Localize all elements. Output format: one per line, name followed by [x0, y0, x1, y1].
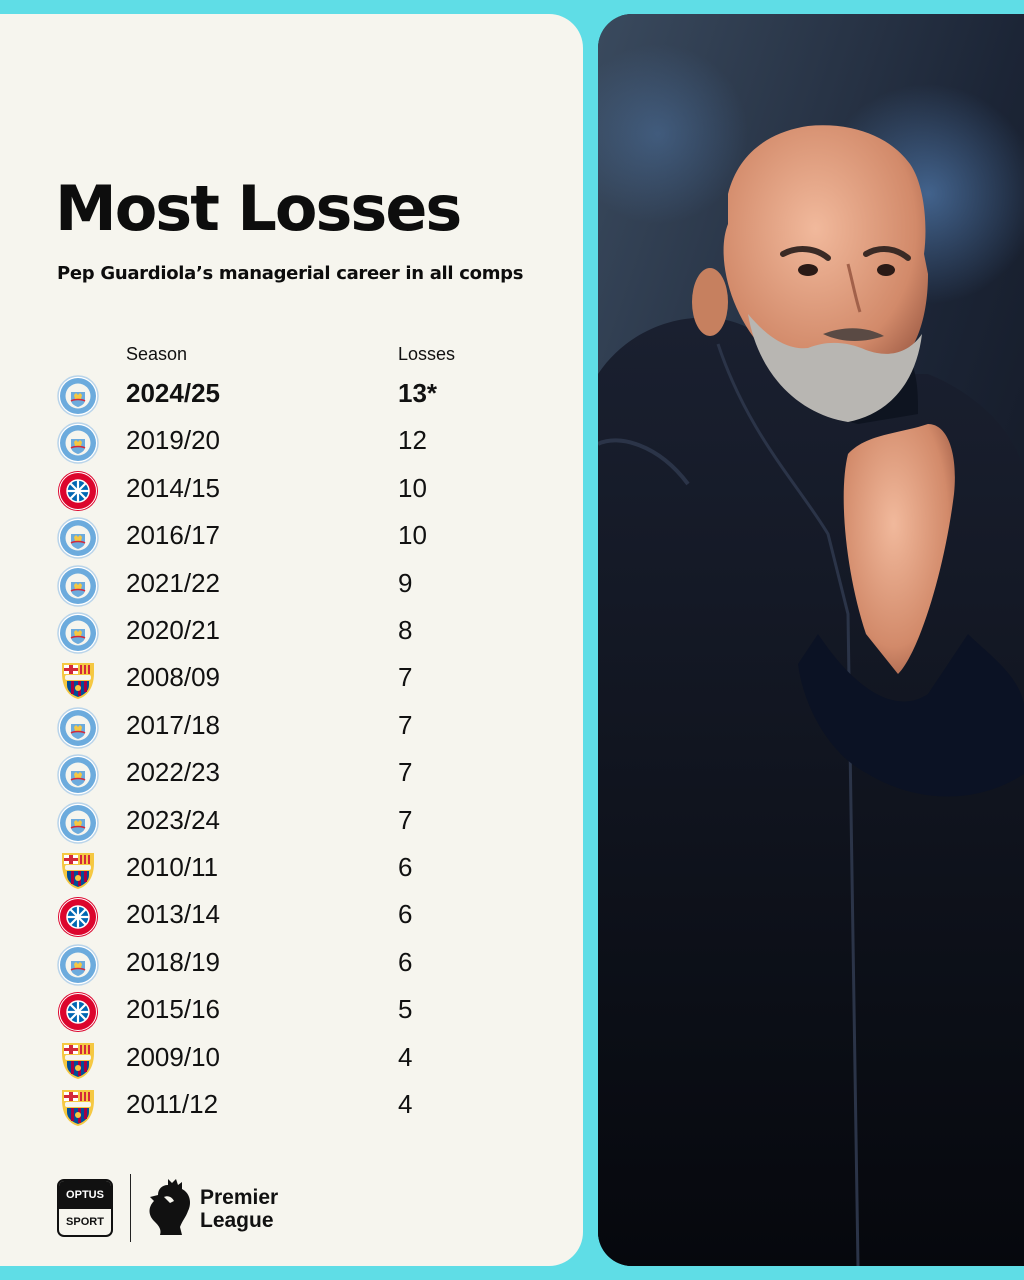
- losses-cell: 7: [398, 804, 413, 835]
- table-row: 2011/12 4: [0, 1084, 583, 1131]
- premier-league-lion-icon: [149, 1179, 190, 1235]
- season-cell: 2008/09: [126, 662, 220, 693]
- optus-logo-top-text: OPTUS: [59, 1181, 111, 1209]
- table-row: 2010/11 6: [0, 847, 583, 894]
- season-cell: 2023/24: [126, 804, 220, 835]
- losses-cell: 6: [398, 899, 413, 930]
- losses-cell: 7: [398, 757, 413, 788]
- barcelona-badge-icon: [62, 663, 94, 700]
- table-row: 2018/19 6: [0, 942, 583, 989]
- season-cell: 2018/19: [126, 946, 220, 977]
- season-cell: 2011/12: [126, 1089, 219, 1119]
- table-row: 2020/21 8: [0, 610, 583, 657]
- season-cell: 2021/22: [126, 567, 220, 598]
- table-row: 2016/17 10: [0, 515, 583, 562]
- pl-line1: Premier: [200, 1186, 279, 1209]
- table-row: 2015/16 5: [0, 989, 583, 1036]
- manchester-city-badge-icon: [57, 944, 99, 986]
- losses-cell: 6: [398, 852, 413, 882]
- manchester-city-badge-icon: [57, 422, 99, 465]
- season-cell: 2019/20: [126, 425, 220, 456]
- footer-divider: [130, 1174, 131, 1242]
- optus-sport-logo: OPTUS SPORT: [57, 1179, 113, 1237]
- barcelona-badge-icon: [62, 1042, 94, 1079]
- season-cell: 2014/15: [126, 472, 220, 503]
- season-cell: 2024/25: [126, 378, 220, 408]
- table-row: 2014/15 10: [0, 468, 583, 515]
- manchester-city-badge-icon: [57, 754, 99, 796]
- table-row: 2009/10 4: [0, 1037, 583, 1084]
- guardiola-photo-illustration: [598, 14, 1024, 1266]
- losses-cell: 13*: [398, 378, 438, 408]
- stats-card: Most Losses Pep Guardiola’s managerial c…: [0, 14, 583, 1266]
- season-cell: 2009/10: [126, 1041, 220, 1072]
- optus-logo-bottom-text: SPORT: [66, 1216, 104, 1228]
- manchester-city-badge-icon: [57, 517, 99, 559]
- losses-cell: 9: [398, 567, 413, 598]
- table-row: 2024/25 13*: [0, 373, 583, 420]
- manchester-city-badge-icon: [57, 375, 99, 417]
- page-title: Most Losses: [55, 172, 462, 245]
- season-cell: 2022/23: [126, 757, 220, 788]
- losses-cell: 4: [398, 1089, 413, 1119]
- table-row: 2019/20 12: [0, 420, 583, 467]
- barcelona-badge-icon: [62, 1090, 94, 1126]
- losses-cell: 7: [398, 662, 413, 693]
- manchester-city-badge-icon: [57, 707, 99, 749]
- season-cell: 2010/11: [126, 852, 219, 882]
- manchester-city-badge-icon: [57, 564, 99, 607]
- table-row: 2008/09 7: [0, 657, 583, 704]
- losses-cell: 4: [398, 1041, 413, 1072]
- table-row: 2017/18 7: [0, 705, 583, 752]
- losses-cell: 5: [398, 994, 413, 1025]
- barcelona-badge-icon: [62, 853, 94, 889]
- losses-cell: 10: [398, 520, 427, 551]
- table-row: 2013/14 6: [0, 894, 583, 941]
- losses-cell: 6: [398, 946, 413, 977]
- bayern-munchen-badge-icon: [58, 992, 98, 1033]
- season-cell: 2015/16: [126, 994, 220, 1025]
- season-cell: 2016/17: [126, 520, 220, 551]
- guardiola-photo: [598, 14, 1024, 1266]
- losses-column-header: Losses: [398, 344, 456, 364]
- pl-line2: League: [200, 1209, 274, 1232]
- premier-league-wordmark: Premier League: [200, 1186, 278, 1232]
- season-cell: 2020/21: [126, 615, 220, 645]
- table-row: 2021/22 9: [0, 563, 583, 610]
- season-column-header: Season: [126, 344, 188, 364]
- page-subtitle: Pep Guardiola’s managerial career in all…: [57, 263, 524, 284]
- season-cell: 2017/18: [126, 709, 220, 740]
- table-row: 2022/23 7: [0, 752, 583, 799]
- bayern-munchen-badge-icon: [58, 470, 98, 511]
- losses-cell: 12: [398, 425, 427, 456]
- table-row: 2023/24 7: [0, 800, 583, 847]
- losses-cell: 10: [398, 472, 427, 503]
- losses-cell: 7: [398, 709, 413, 740]
- bayern-munchen-badge-icon: [58, 897, 98, 938]
- manchester-city-badge-icon: [57, 801, 99, 844]
- losses-cell: 8: [398, 615, 413, 645]
- manchester-city-badge-icon: [57, 612, 99, 654]
- season-cell: 2013/14: [126, 899, 220, 930]
